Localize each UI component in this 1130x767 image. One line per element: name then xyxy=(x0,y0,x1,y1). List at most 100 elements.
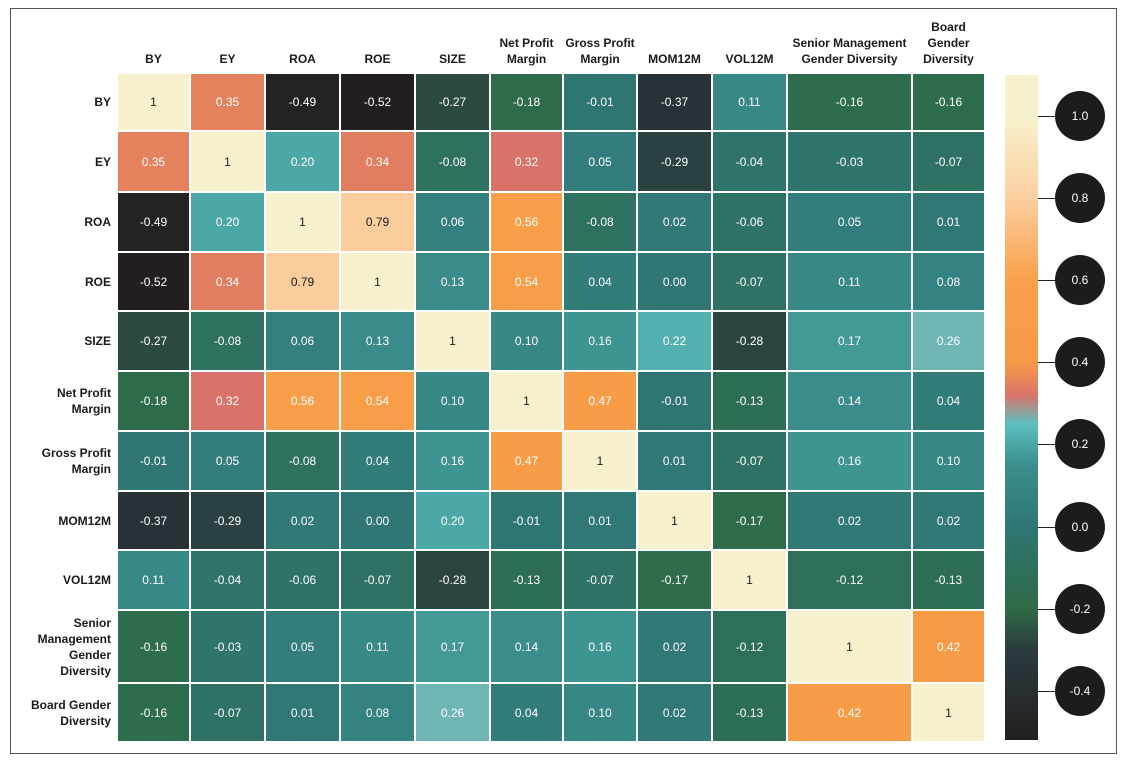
frame xyxy=(10,8,1117,754)
column-label: ROE xyxy=(364,52,391,66)
cell-label: -0.03 xyxy=(213,639,242,654)
cell-label: 0.02 xyxy=(662,705,687,720)
tick-mark xyxy=(1038,362,1060,364)
cell: 1 xyxy=(563,431,637,491)
cell: -0.07 xyxy=(912,131,985,192)
cell-label: 0.17 xyxy=(837,334,862,348)
cell: -0.13 xyxy=(490,550,563,610)
cell: -0.28 xyxy=(712,311,787,371)
cell: -0.17 xyxy=(637,550,712,610)
cell: 0.11 xyxy=(117,550,190,610)
cell: 0.08 xyxy=(340,683,415,742)
row-label: Senior Management Gender Diversity xyxy=(37,615,111,678)
cell: -0.49 xyxy=(265,73,340,131)
cell: 0.10 xyxy=(415,371,490,431)
cell: 0.10 xyxy=(912,431,985,491)
cell-label: -0.07 xyxy=(934,154,963,169)
cell: -0.12 xyxy=(712,610,787,683)
cell-label: 0.10 xyxy=(514,334,539,348)
cell-label: 0.04 xyxy=(514,705,539,720)
cell: -0.03 xyxy=(787,131,912,192)
cell: 0.79 xyxy=(265,252,340,311)
cell-label: 1 xyxy=(150,95,157,109)
tick-label: 1.0 xyxy=(1055,91,1105,142)
tick-label: -0.4 xyxy=(1055,665,1105,716)
cell-label: 0.34 xyxy=(365,154,390,169)
cell-label: 1 xyxy=(846,639,853,654)
cell-label: -0.12 xyxy=(735,639,764,654)
cell-label: 0.01 xyxy=(662,454,687,468)
cell-label: 0.20 xyxy=(290,154,315,169)
cell: 0.35 xyxy=(117,131,190,192)
cell-label: -0.16 xyxy=(835,95,864,109)
cell: -0.13 xyxy=(712,371,787,431)
cell: 0.01 xyxy=(265,683,340,742)
cell-label: 0.01 xyxy=(588,513,612,528)
cell-label: -0.07 xyxy=(735,454,764,468)
cell: 0.42 xyxy=(912,610,985,683)
cell-label: 0.26 xyxy=(440,705,465,720)
cell: 0.00 xyxy=(637,252,712,311)
cell: -0.52 xyxy=(340,73,415,131)
cell-label: -0.37 xyxy=(660,95,689,109)
cell-label: 1 xyxy=(596,454,604,468)
tick-label: 0.4 xyxy=(1055,337,1105,388)
cell: -0.07 xyxy=(712,252,787,311)
cell: 0.47 xyxy=(490,431,563,491)
cell: -0.06 xyxy=(712,192,787,252)
cell: 0.02 xyxy=(637,683,712,742)
cell-label: -0.07 xyxy=(213,705,242,720)
cell-label: -0.12 xyxy=(835,573,864,587)
cell: 0.13 xyxy=(415,252,490,311)
cell-label: 0.13 xyxy=(365,334,390,348)
cell: -0.18 xyxy=(117,371,190,431)
column-label: Gross Profit Margin xyxy=(565,36,635,66)
cell-label: -0.06 xyxy=(288,573,317,587)
tick-label: 0.8 xyxy=(1055,173,1105,224)
cell-label: -0.01 xyxy=(512,513,541,528)
tick-label: 0.0 xyxy=(1055,501,1105,552)
cell-label: -0.18 xyxy=(512,95,541,109)
cell-label: -0.13 xyxy=(934,573,963,587)
cell: 1 xyxy=(787,610,912,683)
cell: 0.05 xyxy=(190,431,265,491)
cell-label: -0.04 xyxy=(735,154,764,169)
cell-label: 0.13 xyxy=(440,274,465,289)
cell-label: -0.16 xyxy=(934,95,963,109)
cell: -0.52 xyxy=(117,252,190,311)
cell-label: 1 xyxy=(449,334,456,348)
cell: 0.02 xyxy=(912,491,985,550)
cell: -0.01 xyxy=(490,491,563,550)
cell-label: 0.04 xyxy=(936,394,961,408)
cell: -0.08 xyxy=(190,311,265,371)
cell: -0.08 xyxy=(265,431,340,491)
cell-label: 0.05 xyxy=(588,154,612,169)
column-label: VOL12M xyxy=(725,52,774,66)
cell: 0.05 xyxy=(787,192,912,252)
cell-label: 0.08 xyxy=(365,705,390,720)
cell: -0.03 xyxy=(190,610,265,683)
row-label: SIZE xyxy=(84,334,111,348)
cell-label: 0.10 xyxy=(936,454,961,468)
cell-label: -0.37 xyxy=(139,513,168,528)
cell-label: 0.05 xyxy=(290,639,315,654)
cell-label: 0.02 xyxy=(837,513,862,528)
cell: 0.22 xyxy=(637,311,712,371)
cell-label: -0.27 xyxy=(139,334,168,348)
cell: 0.10 xyxy=(490,311,563,371)
cell-label: 0.20 xyxy=(440,513,465,528)
cell: 0.32 xyxy=(190,371,265,431)
cell: 0.05 xyxy=(563,131,637,192)
cell: 0.16 xyxy=(787,431,912,491)
cell: -0.37 xyxy=(117,491,190,550)
cell-label: 0.56 xyxy=(290,394,315,408)
cell-label: -0.03 xyxy=(835,154,864,169)
cell: 0.26 xyxy=(912,311,985,371)
cell-label: 0.47 xyxy=(514,454,539,468)
cell-label: 0.16 xyxy=(588,334,612,348)
cell-label: -0.01 xyxy=(139,454,168,468)
cell-label: 0.16 xyxy=(440,454,465,468)
cell-label: -0.07 xyxy=(363,573,392,587)
column-label: Net Profit Margin xyxy=(499,36,554,66)
